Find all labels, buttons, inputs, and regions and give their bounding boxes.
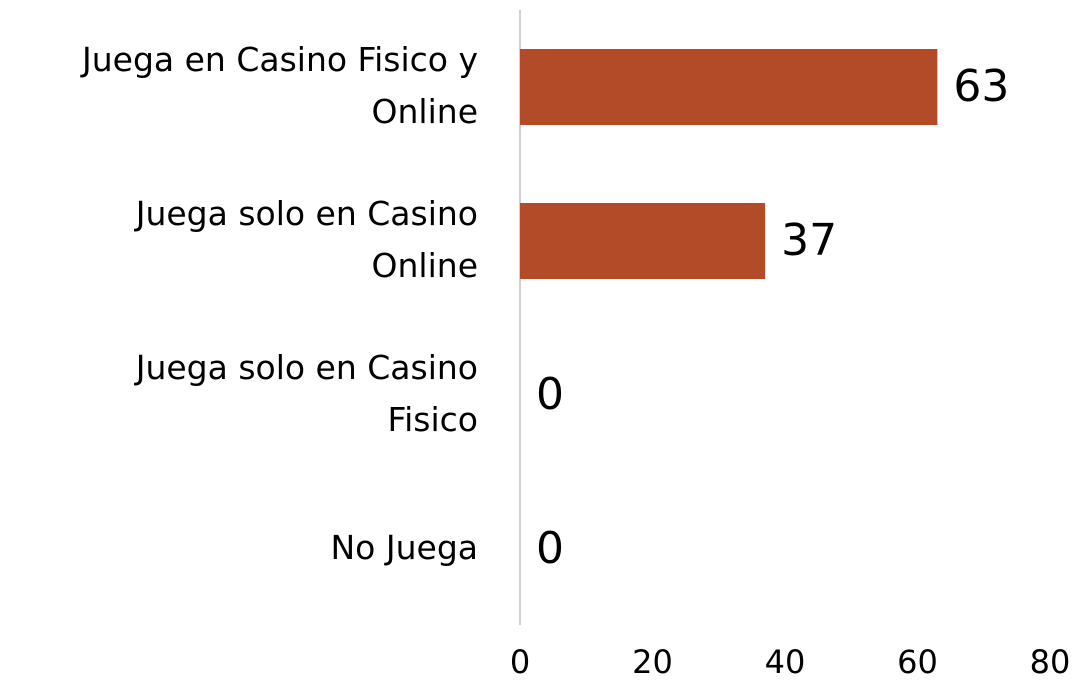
value-label: 0 xyxy=(536,523,564,574)
value-label: 63 xyxy=(953,61,1009,112)
x-tick-label: 80 xyxy=(1030,643,1071,681)
label-line: No Juega xyxy=(331,528,479,567)
value-label: 37 xyxy=(781,215,837,266)
x-tick-label: 60 xyxy=(897,643,938,681)
label-line: Juega solo en Casino xyxy=(134,194,478,233)
label-line: Online xyxy=(372,92,478,131)
label-line: Online xyxy=(372,246,478,285)
label-line: Juega solo en Casino xyxy=(134,348,478,387)
bar xyxy=(520,49,938,125)
label-line: Juega en Casino Fisico y xyxy=(80,40,478,79)
y-tick-label: Juega solo en Casino Fisico xyxy=(134,348,478,439)
y-tick-label: No Juega xyxy=(331,528,479,567)
label-line: Fisico xyxy=(388,400,478,439)
value-label: 0 xyxy=(536,369,564,420)
bar xyxy=(520,203,766,279)
y-tick-label: Juega solo en Casino Online xyxy=(134,194,478,285)
x-tick-label: 0 xyxy=(510,643,530,681)
x-tick-label: 20 xyxy=(632,643,673,681)
y-tick-label: Juega en Casino Fisico y Online xyxy=(80,40,478,131)
x-tick-label: 40 xyxy=(765,643,806,681)
